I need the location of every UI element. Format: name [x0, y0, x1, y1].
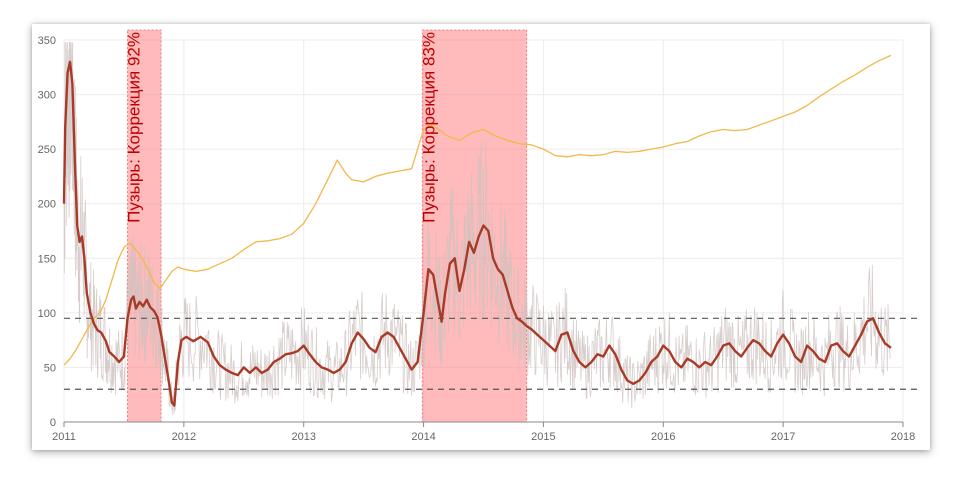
- x-tick-label: 2011: [52, 431, 76, 443]
- x-tick-label: 2018: [891, 431, 915, 443]
- y-tick-label: 250: [38, 144, 56, 156]
- x-tick-label: 2014: [411, 431, 435, 443]
- x-tick-label: 2016: [651, 431, 675, 443]
- axis-layer: 0 50 100 150 200 250 300 350 2011 2012 2013 2014 201…: [38, 35, 916, 443]
- x-tick-label: 2013: [291, 431, 315, 443]
- x-tick-label: 2012: [172, 431, 196, 443]
- x-tick-label: 2017: [771, 431, 795, 443]
- y-tick-label: 0: [50, 417, 56, 429]
- series-layer: [62, 54, 892, 407]
- y-tick-label: 50: [44, 362, 56, 374]
- highlight-bands: [127, 29, 528, 423]
- red-series-line: [62, 60, 892, 407]
- bubble-label: Пузырь: Коррекция 83%: [419, 32, 438, 223]
- y-tick-label: 100: [38, 308, 56, 320]
- bubble-band: [421, 29, 528, 423]
- annotation-layer: Пузырь: Коррекция 92% Пузырь: Коррекция 8…: [125, 32, 439, 223]
- orange-series-line: [63, 54, 892, 366]
- y-tick-label: 300: [38, 90, 56, 102]
- y-tick-label: 200: [38, 199, 56, 211]
- y-tick-label: 150: [38, 253, 56, 265]
- x-tick-label: 2015: [531, 431, 555, 443]
- bubble-label: Пузырь: Коррекция 92%: [125, 32, 144, 223]
- y-tick-label: 350: [38, 35, 56, 47]
